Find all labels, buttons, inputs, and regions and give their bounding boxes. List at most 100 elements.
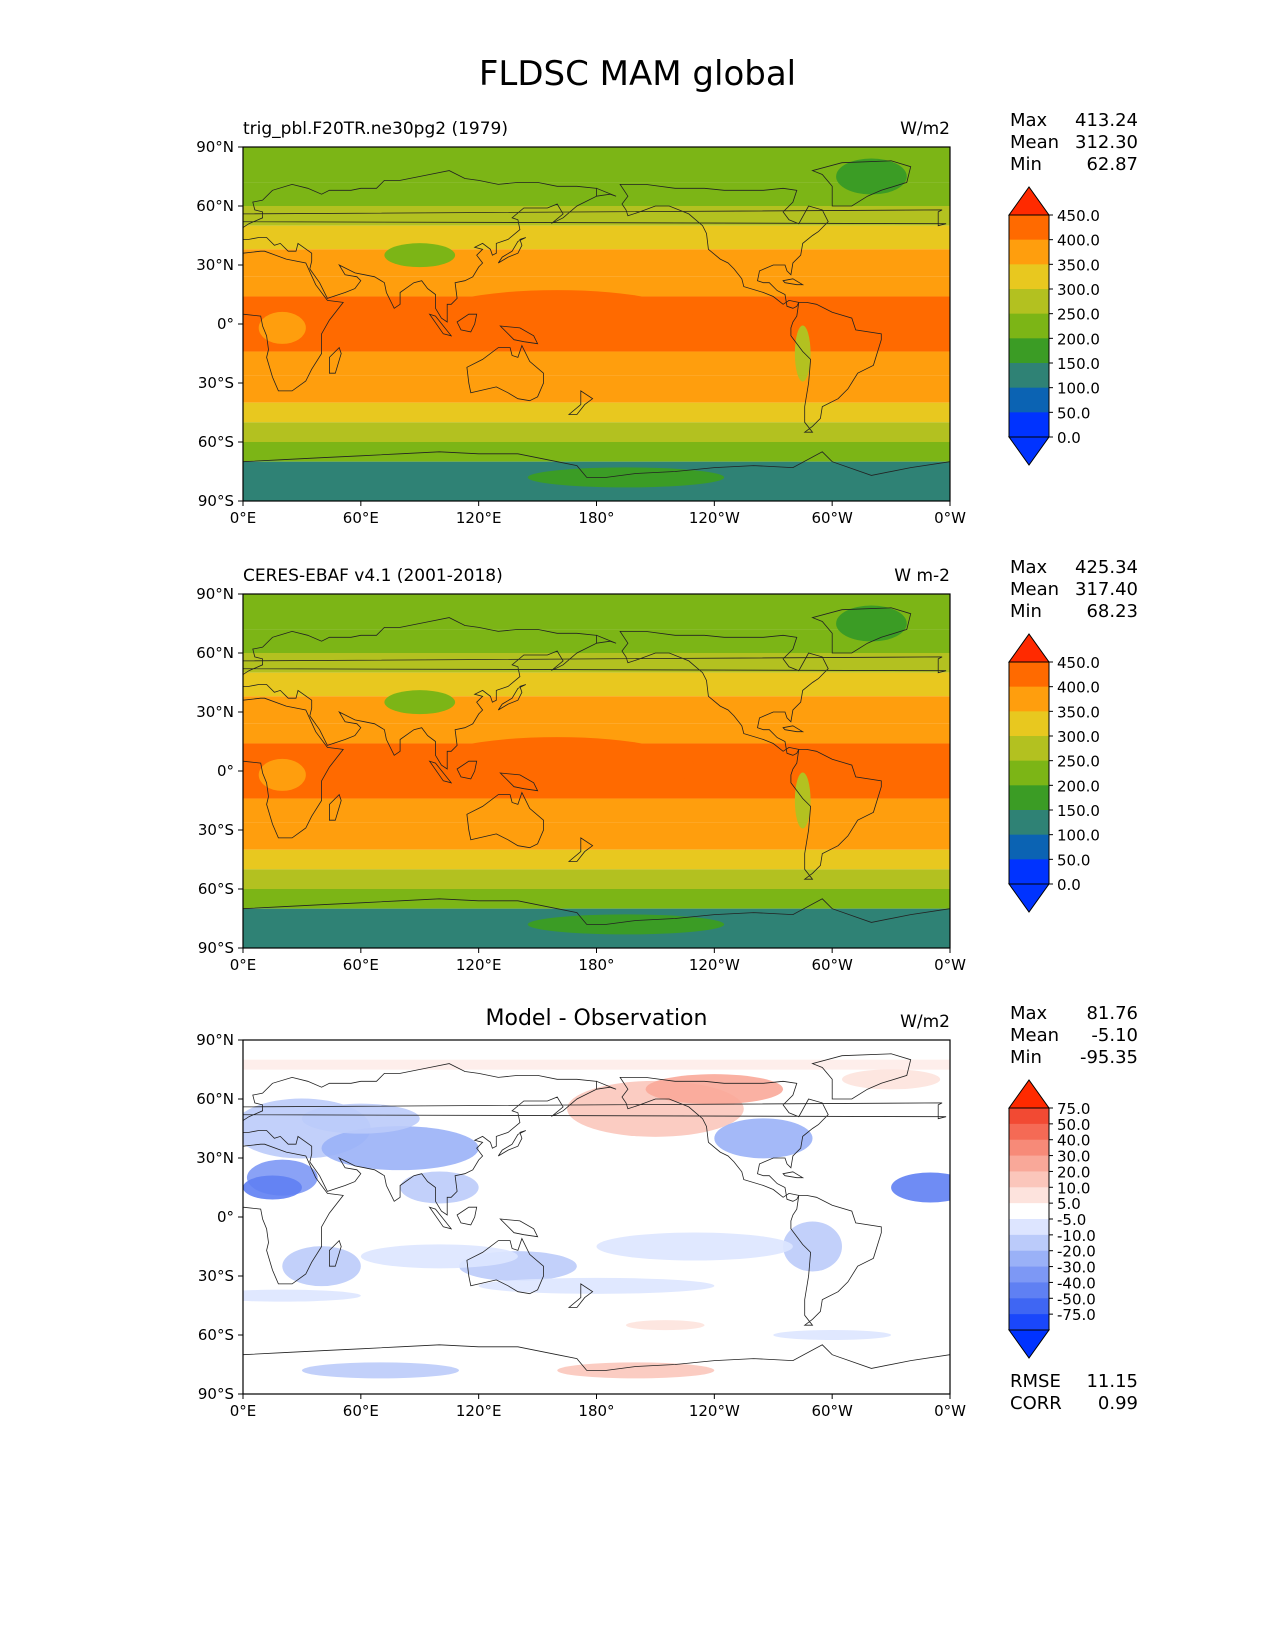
colorbar-segment [1009, 239, 1049, 265]
colorbar-segment [1009, 760, 1049, 786]
colorbar-tick-label: 10.0 [1057, 1179, 1090, 1197]
colorbar: 450.0 400.0 350.0 300.0 250.0 200.0 150.0 100.0… [1008, 633, 1100, 913]
colorbar-segment [1009, 1282, 1049, 1299]
colorbar-segment [1009, 1266, 1049, 1283]
stat-name: Mean [1010, 132, 1060, 153]
colorbar-segment [1009, 1123, 1049, 1141]
stat-row: Max 81.76 [1010, 1003, 1138, 1025]
colorbar-segment [1009, 1171, 1049, 1188]
colorbar-segment [1009, 662, 1049, 688]
lat-tick-label: 60°S [198, 1326, 234, 1344]
colorbar-segment [1009, 215, 1049, 241]
lon-tick-label: 0°E [230, 956, 257, 974]
stat-name: Min [1010, 1047, 1042, 1068]
panel-title: trig_pbl.F20TR.ne30pg2 (1979) [243, 119, 508, 139]
panel-title: CERES-EBAF v4.1 (2001-2018) [243, 566, 503, 586]
stat-value: 312.30 [1075, 132, 1138, 153]
units-label: W/m2 [900, 119, 950, 139]
colorbar-segment [1009, 834, 1049, 860]
lon-tick-label: 120°E [456, 1402, 502, 1420]
lon-tick-label: 0°W [934, 509, 966, 527]
stat-row: Max 413.24 [1010, 110, 1138, 132]
stat-value: 11.15 [1086, 1371, 1138, 1392]
colorbar-segment [1009, 859, 1049, 885]
stat-value: 317.40 [1075, 579, 1138, 600]
stat-value: 62.87 [1086, 154, 1138, 175]
stat-row: Max 425.34 [1010, 557, 1138, 579]
colorbar-extend-min [1008, 883, 1050, 913]
stat-value: 425.34 [1075, 557, 1138, 578]
colorbar-segment [1009, 1314, 1049, 1331]
coastline [243, 1053, 950, 1394]
stats-block: Max 413.24 Mean 312.30 Min 62.87 [1010, 110, 1138, 176]
colorbar-tick-label: 0.0 [1057, 429, 1081, 447]
lat-tick-label: 0° [217, 1208, 234, 1226]
colorbar-tick-label: 150.0 [1057, 355, 1100, 373]
colorbar-segment [1009, 1187, 1049, 1204]
lat-tick-label: 0° [217, 762, 234, 780]
map-axes: 0°E 60°E 120°E 180° 120°W 60°W 0°W 90°N 60°N 30°N… [196, 1031, 966, 1420]
colorbar-tick-label: 300.0 [1057, 728, 1100, 746]
stat-row: Min -95.35 [1010, 1047, 1138, 1069]
lon-tick-label: 60°W [811, 956, 853, 974]
coastline [243, 160, 950, 501]
colorbar-segment [1009, 313, 1049, 339]
lat-tick-label: 30°N [196, 256, 234, 274]
stat-name: CORR [1010, 1393, 1062, 1414]
lon-tick-label: 60°W [811, 1402, 853, 1420]
colorbar-segment [1009, 686, 1049, 712]
panel-title: Model - Observation [485, 1006, 708, 1031]
colorbar-tick-label: 0.0 [1057, 876, 1081, 894]
colorbar-segment [1009, 1108, 1049, 1125]
lat-tick-label: 90°S [198, 939, 234, 957]
lon-tick-label: 180° [578, 509, 614, 527]
stat-name: Max [1010, 1003, 1048, 1024]
lat-tick-label: 30°S [198, 821, 234, 839]
colorbar-segment [1009, 387, 1049, 413]
colorbar-segment [1009, 1155, 1049, 1172]
colorbar-tick-label: 250.0 [1057, 306, 1100, 324]
stat-name: RMSE [1010, 1371, 1061, 1392]
colorbar-tick-label: 50.0 [1057, 1116, 1090, 1134]
units-label: W/m2 [900, 1012, 950, 1032]
map-field [243, 1040, 950, 1394]
lon-tick-label: 60°E [343, 956, 379, 974]
colorbar-tick-label: 350.0 [1057, 703, 1100, 721]
lon-tick-label: 120°W [689, 509, 740, 527]
map-axes: 0°E 60°E 120°E 180° 120°W 60°W 0°W 90°N 60°N 30°N… [196, 138, 966, 527]
colorbar-tick-label: 300.0 [1057, 281, 1100, 299]
lat-tick-label: 30°S [198, 374, 234, 392]
map-field [243, 147, 950, 501]
colorbar-tick-label: 40.0 [1057, 1132, 1090, 1150]
colorbar-segment [1009, 1139, 1049, 1157]
colorbar-tick-label: 150.0 [1057, 802, 1100, 820]
colorbar-tick-label: 200.0 [1057, 330, 1100, 348]
stats-block: Max 425.34 Mean 317.40 Min 68.23 [1010, 557, 1138, 623]
lat-tick-label: 30°S [198, 1267, 234, 1285]
colorbar-tick-label: -50.0 [1057, 1290, 1096, 1308]
colorbar-segment [1009, 363, 1049, 389]
colorbar-tick-label: 75.0 [1057, 1100, 1090, 1118]
lon-tick-label: 60°E [343, 509, 379, 527]
stat-name: Max [1010, 557, 1048, 578]
lat-tick-label: 90°N [196, 138, 234, 156]
colorbar-tick-label: 50.0 [1057, 404, 1090, 422]
stat-row: Mean -5.10 [1010, 1025, 1138, 1047]
stat-value: -5.10 [1091, 1025, 1138, 1046]
colorbar-tick-label: -40.0 [1057, 1274, 1096, 1292]
observation-map-panel: 0°E 60°E 120°E 180° 120°W 60°W 0°W 90°N 60°N 30°N… [0, 557, 1275, 1017]
colorbar-segment [1009, 1203, 1049, 1220]
colorbar-tick-label: 30.0 [1057, 1148, 1090, 1166]
difference-map-panel: 0°E 60°E 120°E 180° 120°W 60°W 0°W 90°N 60°N 30°N… [0, 1003, 1275, 1463]
stat-name: Mean [1010, 1025, 1060, 1046]
map-field [243, 594, 950, 948]
colorbar-extend-min [1008, 436, 1050, 466]
stats-block: Max 81.76 Mean -5.10 Min -95.35 [1010, 1003, 1138, 1069]
colorbar-segment [1009, 264, 1049, 290]
colorbar-tick-label: 50.0 [1057, 851, 1090, 869]
page-title: FLDSC MAM global [478, 54, 797, 94]
stat-value: 413.24 [1075, 110, 1138, 131]
colorbar-tick-label: -20.0 [1057, 1243, 1096, 1261]
colorbar-segment [1009, 711, 1049, 737]
lat-tick-label: 60°N [196, 644, 234, 662]
